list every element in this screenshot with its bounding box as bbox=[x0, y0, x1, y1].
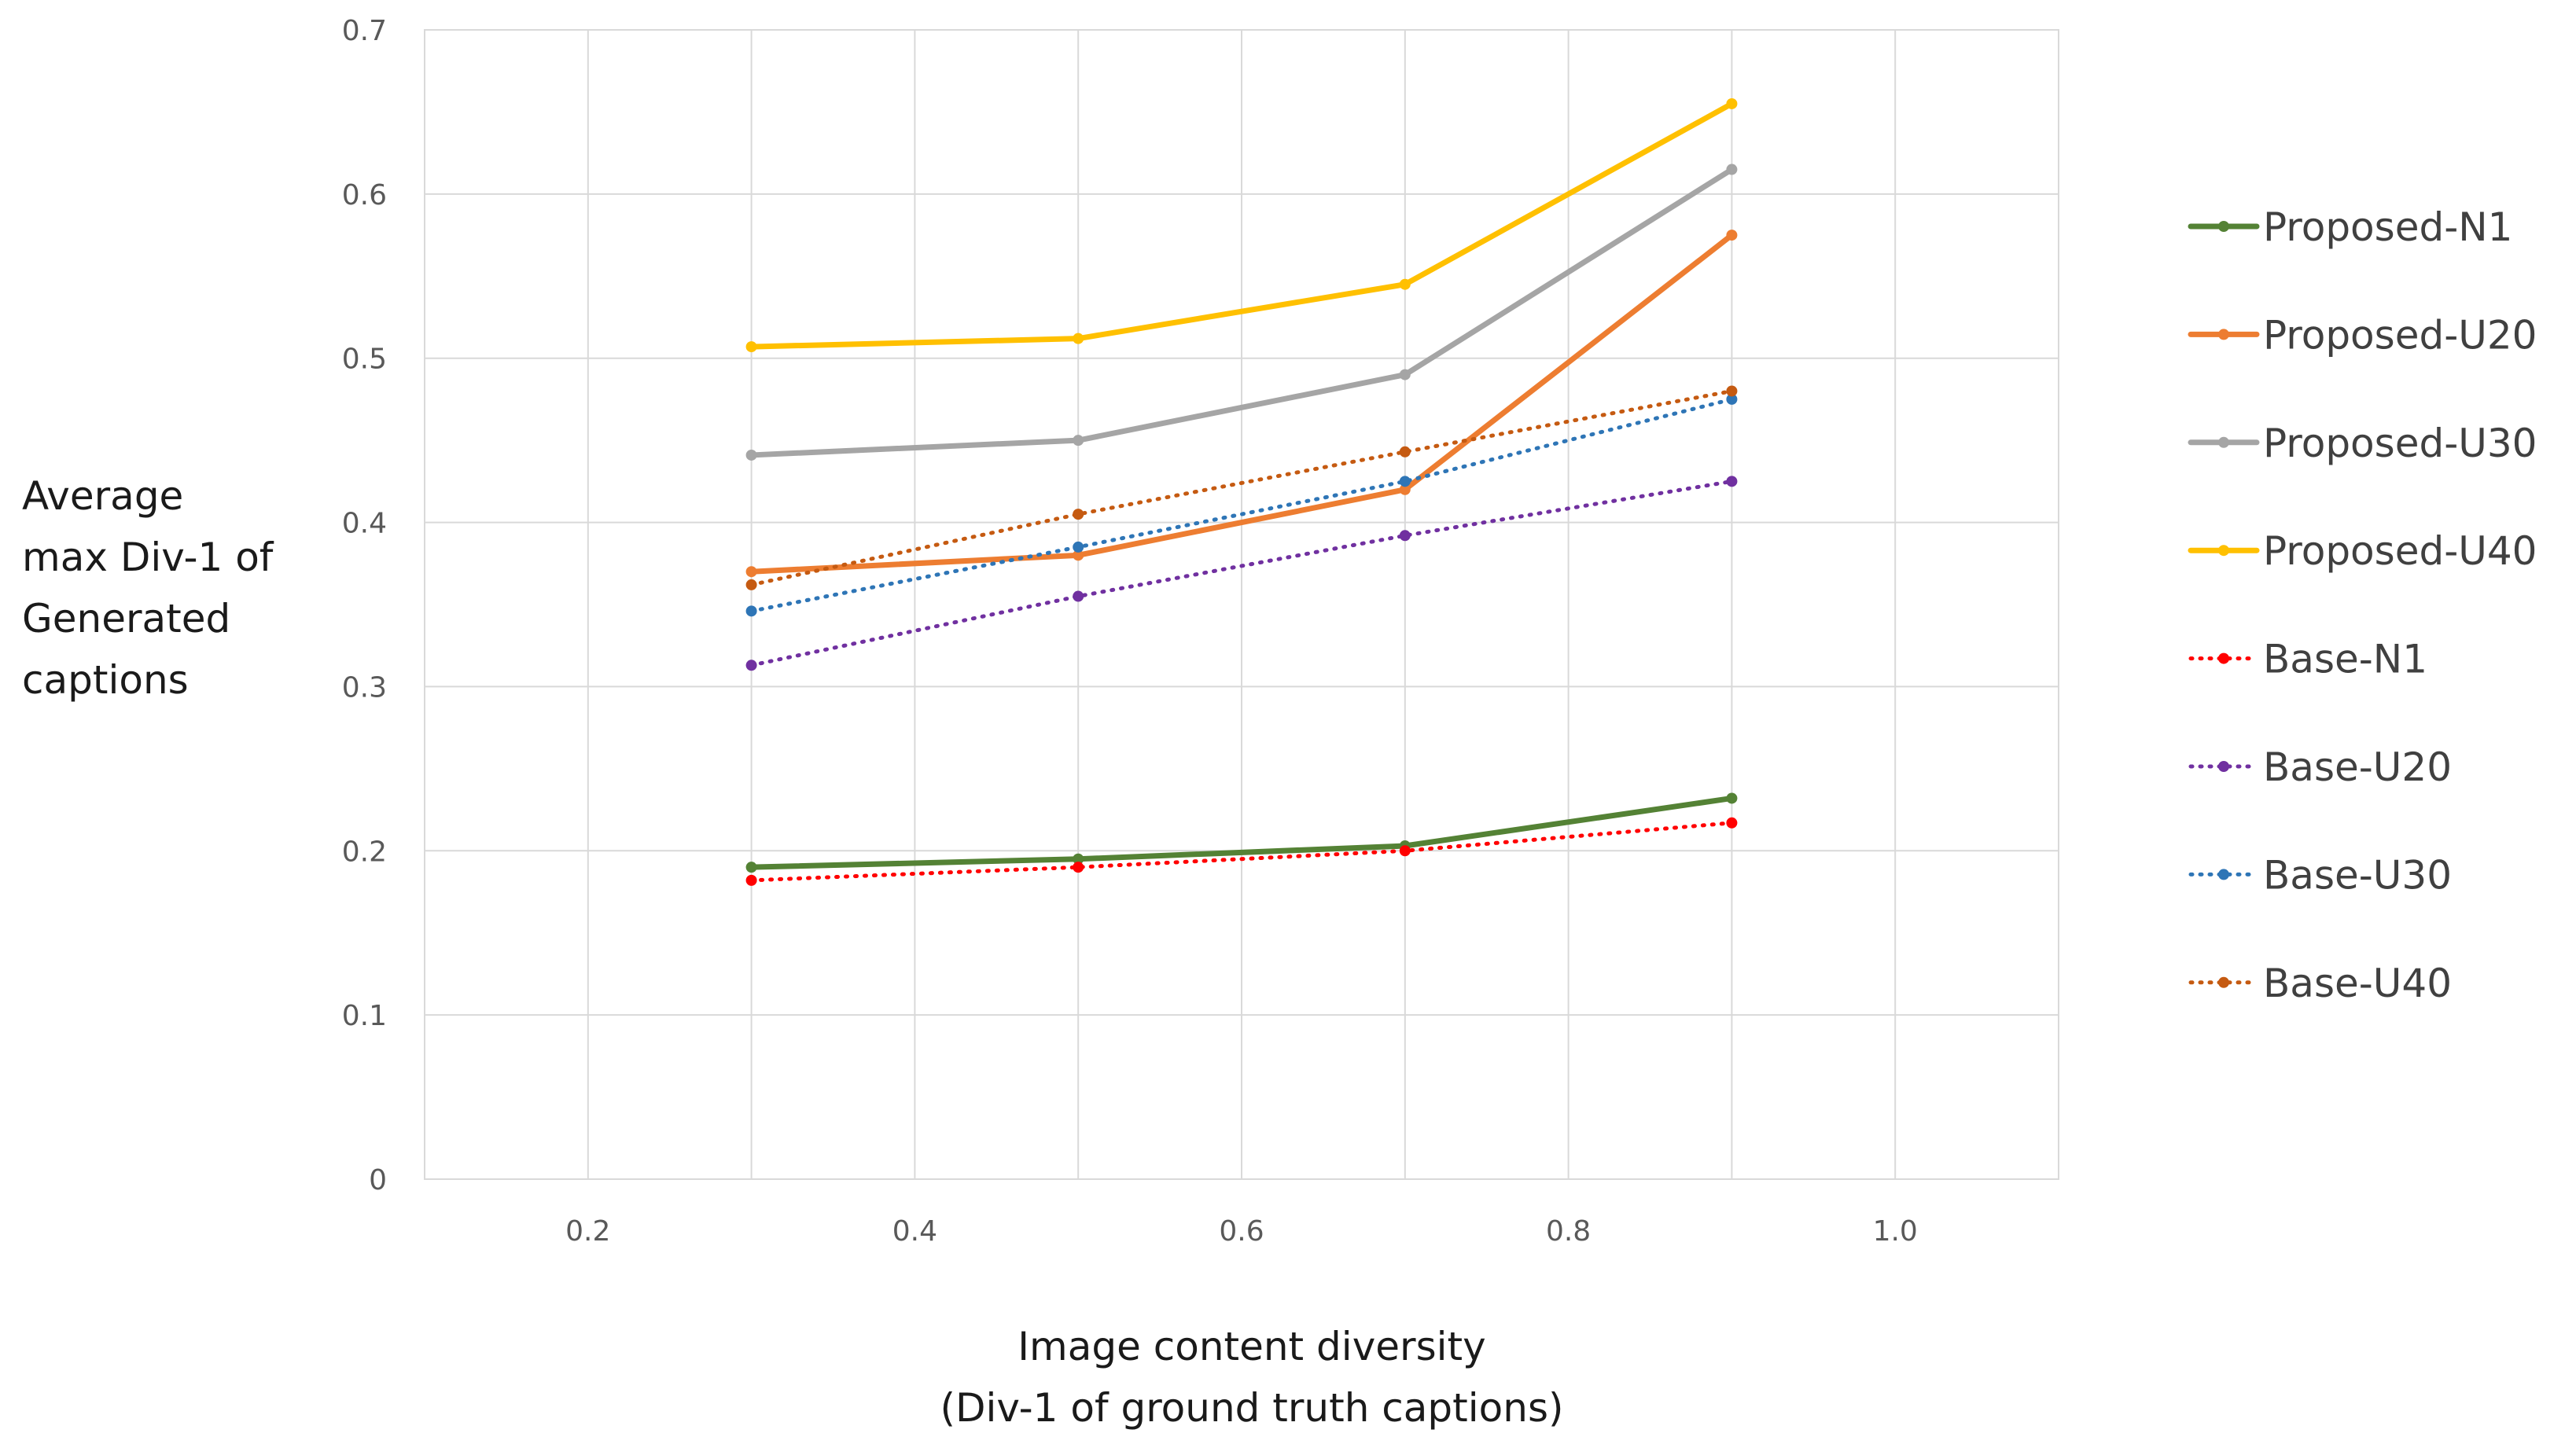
x-tick-label: 0.6 bbox=[1219, 1215, 1264, 1248]
legend-label: Proposed-U40 bbox=[2263, 528, 2537, 574]
y-axis-label: Average max Div-1 of Generated captions bbox=[22, 473, 274, 703]
legend: Proposed-N1 Proposed-U20 Proposed-U30 Propo… bbox=[2188, 204, 2537, 1006]
data-point bbox=[745, 341, 757, 353]
series-line bbox=[749, 479, 1734, 667]
legend-marker bbox=[2218, 976, 2229, 988]
plot-area bbox=[424, 29, 2059, 1180]
data-point bbox=[1073, 549, 1084, 561]
data-point bbox=[1073, 853, 1084, 865]
y-tick-label: 0.7 bbox=[342, 15, 387, 47]
x-tick-label: 0.8 bbox=[1546, 1215, 1591, 1248]
data-point bbox=[745, 874, 757, 886]
series-base-u40 bbox=[745, 385, 1738, 590]
y-tick-label: 0.5 bbox=[342, 344, 387, 376]
data-point bbox=[1726, 393, 1738, 405]
series-line bbox=[749, 821, 1734, 883]
data-point bbox=[1399, 483, 1411, 495]
data-point bbox=[1726, 792, 1738, 804]
legend-marker bbox=[2218, 761, 2229, 772]
data-point bbox=[1726, 230, 1738, 241]
y-axis-label-line: captions bbox=[22, 657, 189, 703]
legend-label: Base-U20 bbox=[2263, 744, 2452, 790]
data-point bbox=[1726, 385, 1738, 397]
data-point bbox=[745, 862, 757, 873]
x-tick-label: 0.2 bbox=[565, 1215, 610, 1248]
data-point bbox=[1399, 278, 1411, 290]
series-proposed-u20 bbox=[745, 230, 1738, 578]
series-line bbox=[749, 101, 1735, 350]
x-tick-label: 1.0 bbox=[1873, 1215, 1918, 1248]
grid bbox=[424, 29, 2059, 1180]
y-tick-label: 0.1 bbox=[342, 1000, 387, 1032]
y-tick-label: 0.4 bbox=[342, 508, 387, 540]
y-tick-label: 0.2 bbox=[342, 836, 387, 868]
legend-item: Base-N1 bbox=[2188, 637, 2427, 682]
legend-label: Proposed-U20 bbox=[2263, 312, 2537, 358]
legend-item: Proposed-U30 bbox=[2188, 421, 2537, 466]
legend-item: Proposed-N1 bbox=[2188, 204, 2512, 250]
series-line bbox=[749, 795, 1735, 870]
legend-label: Proposed-U30 bbox=[2263, 421, 2537, 466]
legend-label: Base-U30 bbox=[2263, 852, 2452, 898]
legend-marker bbox=[2218, 869, 2229, 880]
x-axis-ticks: 0.2 0.4 0.6 0.8 1.0 bbox=[565, 1215, 1918, 1248]
legend-label: Base-N1 bbox=[2263, 637, 2427, 682]
series-line bbox=[749, 232, 1735, 575]
data-point bbox=[1399, 845, 1411, 857]
y-axis-label-line: Average bbox=[22, 473, 183, 519]
legend-label: Proposed-N1 bbox=[2263, 204, 2512, 250]
legend-marker bbox=[2218, 221, 2229, 232]
data-point bbox=[1073, 435, 1084, 447]
data-point bbox=[745, 566, 757, 578]
legend-marker bbox=[2218, 545, 2229, 557]
data-point bbox=[1399, 369, 1411, 380]
series-base-u20 bbox=[745, 476, 1738, 671]
data-point bbox=[745, 660, 757, 671]
series-line bbox=[749, 388, 1734, 587]
data-point bbox=[1073, 590, 1084, 602]
data-point bbox=[1399, 530, 1411, 542]
data-point bbox=[1726, 97, 1738, 109]
legend-label: Base-U40 bbox=[2263, 961, 2452, 1006]
series-line bbox=[749, 397, 1734, 613]
series-base-u30 bbox=[745, 393, 1738, 617]
data-point bbox=[1726, 164, 1738, 175]
y-axis-label-line: max Div-1 of bbox=[22, 535, 274, 580]
legend-item: Base-U40 bbox=[2188, 961, 2452, 1006]
legend-marker bbox=[2218, 329, 2229, 340]
legend-marker bbox=[2218, 436, 2229, 448]
x-tick-label: 0.4 bbox=[892, 1215, 937, 1248]
y-axis-label-line: Generated bbox=[22, 596, 230, 641]
data-point bbox=[1726, 817, 1738, 829]
legend-marker bbox=[2218, 652, 2229, 664]
y-tick-label: 0 bbox=[369, 1164, 387, 1196]
series-proposed-u30 bbox=[745, 164, 1738, 461]
legend-item: Base-U20 bbox=[2188, 744, 2452, 790]
series-line bbox=[749, 167, 1735, 458]
legend-item: Base-U30 bbox=[2188, 852, 2452, 898]
y-tick-label: 0.3 bbox=[342, 671, 387, 704]
x-axis-label-line: (Div-1 of ground truth captions) bbox=[940, 1385, 1563, 1431]
series-group bbox=[745, 97, 1738, 886]
y-tick-label: 0.6 bbox=[342, 179, 387, 211]
y-axis-ticks: 0 0.1 0.2 0.3 0.4 0.5 0.6 0.7 bbox=[342, 15, 387, 1196]
data-point bbox=[1073, 509, 1084, 520]
legend-item: Proposed-U40 bbox=[2188, 528, 2537, 574]
data-point bbox=[745, 449, 757, 461]
x-axis-label: Image content diversity (Div-1 of ground … bbox=[940, 1324, 1563, 1431]
data-point bbox=[745, 605, 757, 617]
series-base-n1 bbox=[745, 817, 1738, 886]
x-axis-label-line: Image content diversity bbox=[1018, 1324, 1485, 1369]
data-point bbox=[1726, 476, 1738, 487]
data-point bbox=[1073, 862, 1084, 873]
data-point bbox=[745, 579, 757, 590]
legend-item: Proposed-U20 bbox=[2188, 312, 2537, 358]
data-point bbox=[1399, 446, 1411, 458]
data-point bbox=[1399, 476, 1411, 487]
series-proposed-u40 bbox=[745, 97, 1738, 353]
data-point bbox=[1073, 333, 1084, 344]
data-point bbox=[1073, 541, 1084, 553]
